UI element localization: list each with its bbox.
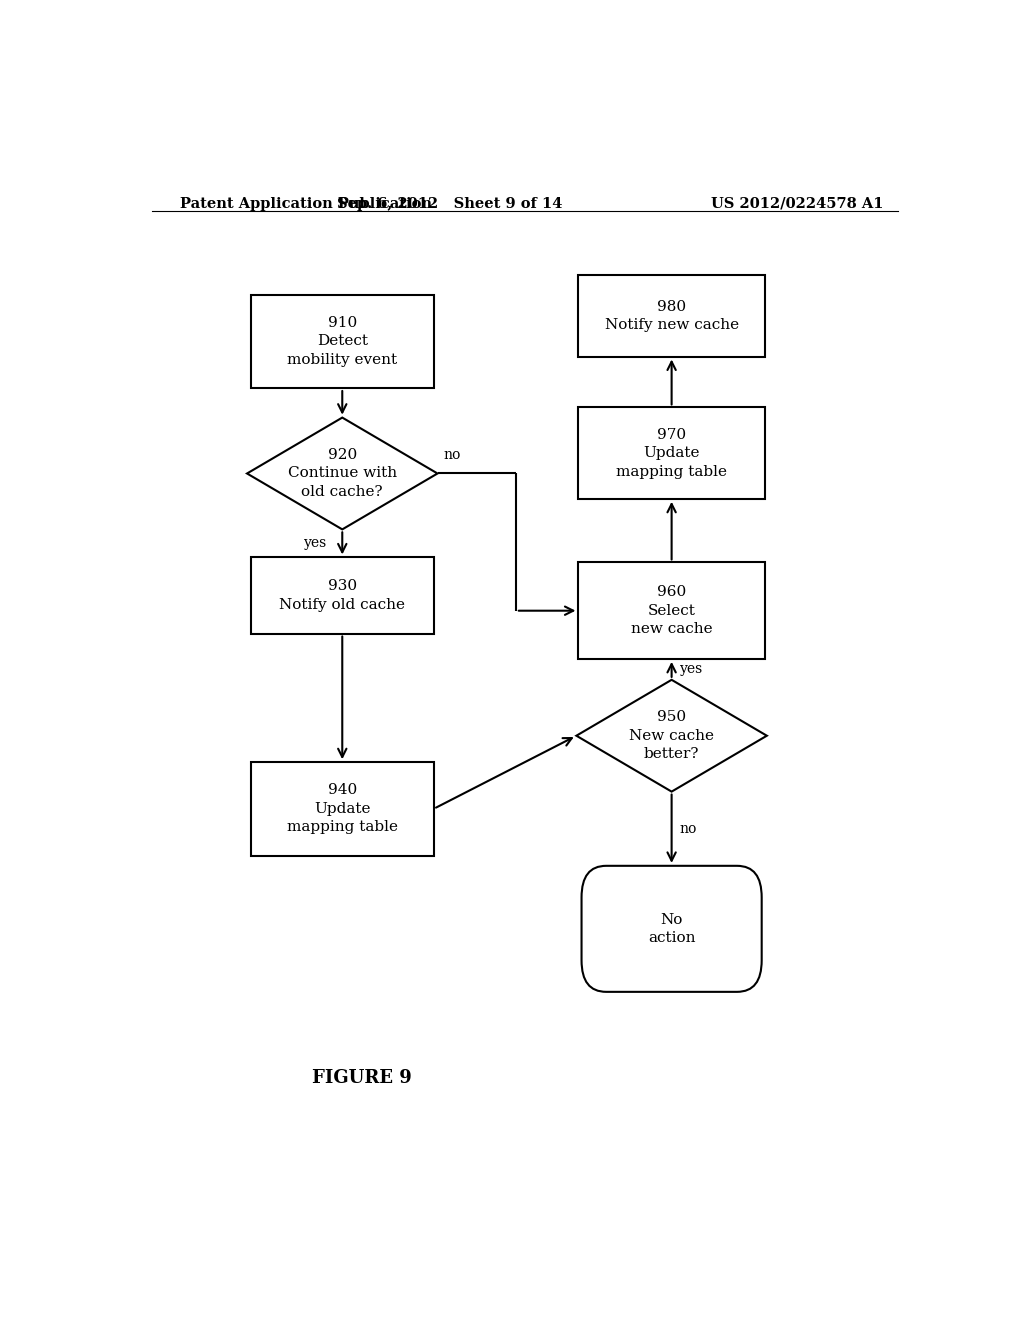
- Text: US 2012/0224578 A1: US 2012/0224578 A1: [712, 197, 884, 211]
- Text: no: no: [443, 449, 461, 462]
- FancyBboxPatch shape: [579, 276, 765, 356]
- Text: no: no: [680, 822, 697, 836]
- Text: Patent Application Publication: Patent Application Publication: [179, 197, 431, 211]
- Text: 920
Continue with
old cache?: 920 Continue with old cache?: [288, 447, 397, 499]
- Text: FIGURE 9: FIGURE 9: [312, 1069, 412, 1088]
- FancyBboxPatch shape: [251, 557, 433, 634]
- FancyBboxPatch shape: [579, 562, 765, 659]
- Text: Sep. 6, 2012   Sheet 9 of 14: Sep. 6, 2012 Sheet 9 of 14: [337, 197, 562, 211]
- Text: 910
Detect
mobility event: 910 Detect mobility event: [287, 315, 397, 367]
- Text: yes: yes: [680, 663, 702, 676]
- Text: 930
Notify old cache: 930 Notify old cache: [280, 579, 406, 611]
- FancyBboxPatch shape: [579, 408, 765, 499]
- FancyBboxPatch shape: [251, 294, 433, 388]
- FancyBboxPatch shape: [582, 866, 762, 991]
- Text: No
action: No action: [648, 912, 695, 945]
- FancyBboxPatch shape: [251, 762, 433, 855]
- Text: 950
New cache
better?: 950 New cache better?: [629, 710, 714, 762]
- Text: yes: yes: [304, 536, 328, 550]
- Text: 970
Update
mapping table: 970 Update mapping table: [616, 428, 727, 479]
- Polygon shape: [247, 417, 437, 529]
- Text: 960
Select
new cache: 960 Select new cache: [631, 585, 713, 636]
- Text: 940
Update
mapping table: 940 Update mapping table: [287, 784, 397, 834]
- Polygon shape: [577, 680, 767, 792]
- Text: 980
Notify new cache: 980 Notify new cache: [604, 300, 738, 333]
